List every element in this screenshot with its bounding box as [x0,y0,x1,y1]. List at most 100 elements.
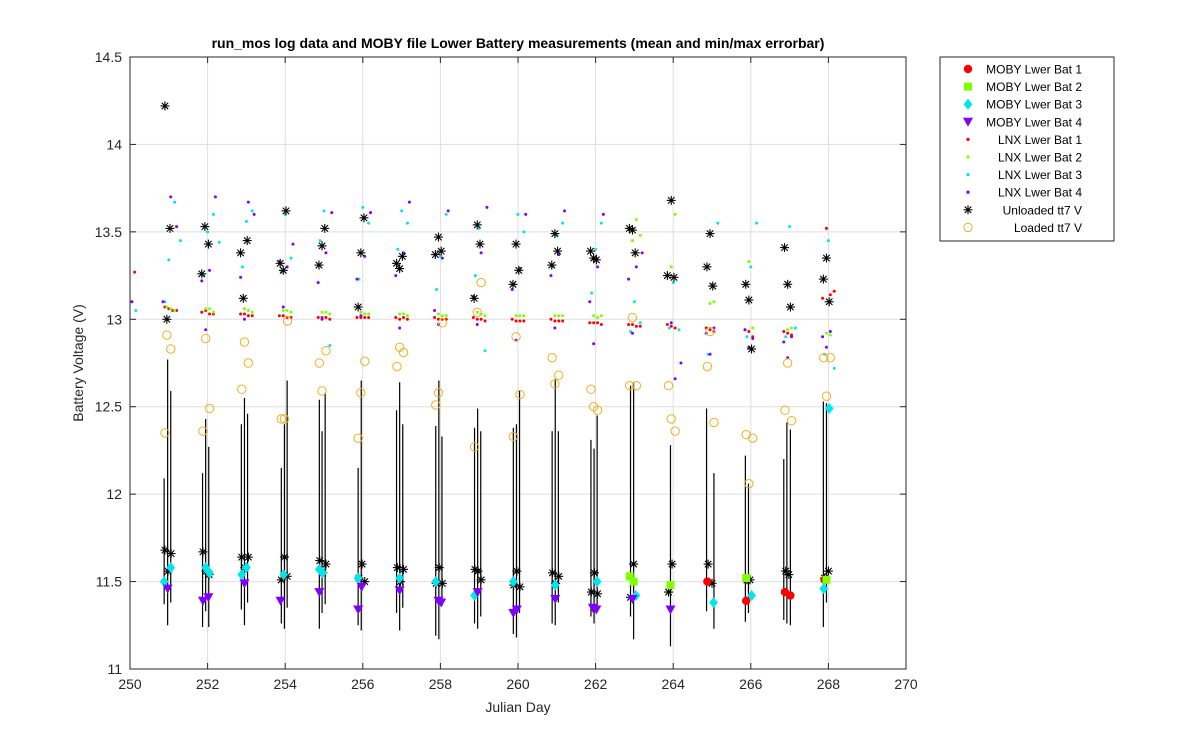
data-point [160,101,170,111]
data-point [747,344,757,354]
data-point [508,431,519,442]
data-point [550,229,560,239]
data-point [278,265,288,275]
data-point [596,316,600,320]
data-point [516,212,520,216]
data-point [708,302,712,306]
data-point [790,326,794,330]
data-point [395,264,405,274]
data-point [367,312,371,316]
data-point [511,605,522,615]
data-point [596,321,600,325]
data-point [359,314,363,318]
data-point [315,556,325,566]
data-point [320,223,330,233]
x-tick-label: 258 [429,676,453,692]
legend-label: MOBY Lwer Bat 4 [986,115,1082,129]
data-point [279,569,289,581]
data-point [549,274,553,278]
data-point [819,353,829,363]
data-point [400,209,404,213]
data-point [275,596,286,606]
data-point [402,316,406,320]
data-point [553,246,563,256]
data-point [514,265,524,275]
data-point [747,260,751,264]
data-point [483,314,487,318]
data-point [239,312,243,316]
data-point [586,587,596,597]
data-point [630,331,634,335]
data-point [130,300,134,304]
data-point [475,239,485,249]
data-point [213,195,217,199]
data-point [515,582,525,592]
legend-marker [964,82,972,91]
data-point [367,316,371,320]
y-axis-label: Battery Voltage (V) [70,304,86,422]
data-point [242,236,252,246]
data-point [446,209,450,213]
data-point [824,331,828,335]
data-point [828,293,832,297]
data-point [469,442,480,452]
data-point [355,316,359,320]
data-point [561,319,565,323]
data-point [434,563,444,573]
data-point [314,588,325,598]
data-point [316,316,320,320]
data-point [162,330,172,340]
data-point [673,326,677,330]
data-point [590,291,594,295]
data-point [165,223,175,233]
data-point [472,588,483,598]
data-point [355,277,359,281]
legend-label: LNX Lwer Bat 2 [998,151,1082,165]
data-point [204,307,208,311]
data-point [554,571,564,581]
data-point [236,248,246,258]
data-point [250,314,254,318]
legend-label: Unloaded tt7 V [1003,203,1082,217]
data-point [475,317,479,321]
data-point [291,242,295,246]
data-point [436,246,446,256]
data-point [398,317,402,321]
data-point [198,547,208,557]
data-point [828,330,832,334]
data-point [160,545,170,555]
data-point [324,251,328,255]
data-point [629,559,639,569]
y-tick-label: 12 [106,486,122,502]
data-point [712,300,716,304]
legend-label: MOBY Lwer Bat 3 [986,98,1082,112]
data-point [625,381,635,391]
data-point [359,310,363,314]
data-point [241,265,245,269]
data-point [318,567,327,579]
data-point [673,212,677,216]
data-point [512,566,522,576]
data-point [330,211,334,215]
legend-label: MOBY Lwer Bat 2 [986,80,1082,94]
data-point [821,296,825,300]
data-point [433,309,437,313]
data-point [638,321,642,325]
data-point [823,566,833,576]
data-point [586,384,596,394]
x-tick-label: 254 [274,676,298,692]
data-point [599,221,603,225]
data-point [353,572,363,584]
data-point [471,316,475,320]
data-point [437,318,448,328]
data-point [204,403,215,414]
data-point [669,272,679,282]
data-point [518,319,522,323]
data-point [669,324,673,328]
data-point [824,297,834,307]
data-point [317,386,327,396]
data-point [246,314,250,318]
data-point [638,233,642,237]
data-point [705,229,715,239]
data-point [237,569,247,581]
